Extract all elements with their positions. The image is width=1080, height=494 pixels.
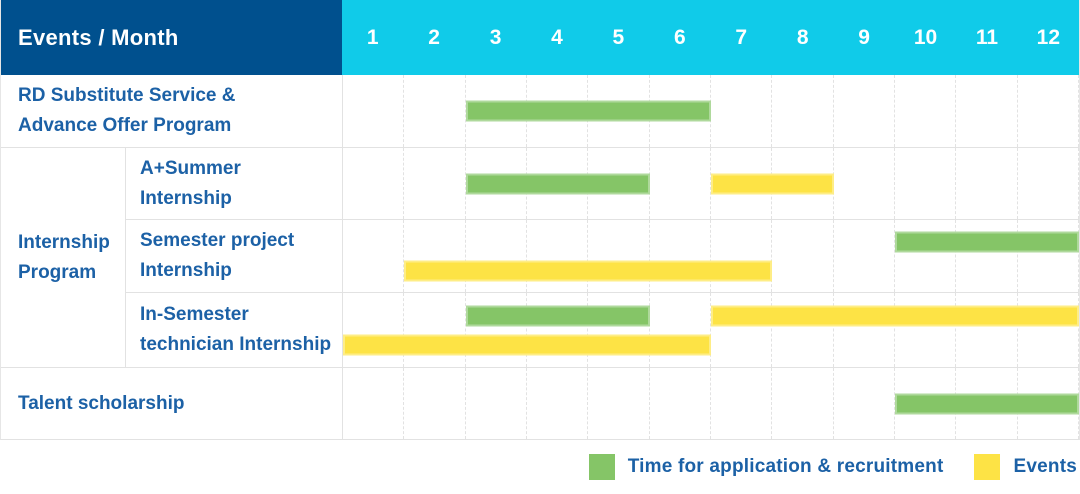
month-gridline-cell bbox=[772, 293, 834, 367]
month-gridline-cell bbox=[895, 148, 957, 219]
month-label: 6 bbox=[673, 25, 686, 49]
month-gridline-cell bbox=[834, 75, 895, 147]
row-label-talent-scholarship: Talent scholarship bbox=[1, 368, 342, 440]
month-gridline-cell bbox=[404, 368, 466, 439]
month-gridline-cell bbox=[527, 293, 589, 367]
month-gridline-cell bbox=[956, 75, 1018, 147]
month-gridline-cell bbox=[956, 148, 1018, 219]
month-gridline-cell bbox=[711, 75, 773, 147]
month-gridline-cell bbox=[343, 75, 405, 147]
month-gridline-cell bbox=[1018, 293, 1079, 367]
month-gridline-cell bbox=[588, 368, 650, 439]
month-gridline-cell bbox=[772, 75, 834, 147]
month-gridline-cell bbox=[343, 220, 405, 292]
month-gridline-cell bbox=[956, 220, 1018, 292]
chart-row-a-plus-summer bbox=[342, 148, 1079, 220]
row-label-in-semester-technician: In-Semester technician Internship bbox=[125, 293, 342, 368]
gantt-bar-yellow bbox=[343, 334, 711, 356]
legend-label-events: Events bbox=[1013, 456, 1077, 477]
month-gridline-cell bbox=[711, 220, 773, 292]
month-label: 10 bbox=[913, 25, 938, 49]
month-gridline-cell bbox=[466, 293, 527, 367]
chart-row-in-semester-technician bbox=[342, 293, 1079, 368]
month-gridline-cell bbox=[772, 368, 834, 439]
chart-row-semester-project bbox=[342, 220, 1079, 293]
month-gridline-cell bbox=[711, 368, 773, 439]
month-gridline-cell bbox=[956, 293, 1018, 367]
month-gridline-cell bbox=[588, 293, 650, 367]
row-label-a-plus-summer: A+Summer Internship bbox=[125, 148, 342, 220]
month-gridline-cell bbox=[404, 220, 466, 292]
gantt-bar-green bbox=[465, 100, 711, 122]
month-gridline-cell bbox=[834, 293, 895, 367]
month-gridline-cell bbox=[588, 220, 650, 292]
month-gridline-cell bbox=[895, 293, 957, 367]
gantt-bar-green bbox=[465, 173, 650, 194]
month-gridline-cell bbox=[1018, 220, 1079, 292]
header-events-month: Events / Month bbox=[1, 0, 342, 75]
legend-item-application-recruitment: Time for application & recruitment bbox=[588, 454, 944, 480]
month-gridline-cell bbox=[650, 368, 711, 439]
row-label-rd-substitute: RD Substitute Service & Advance Offer Pr… bbox=[1, 75, 342, 148]
legend-item-events: Events bbox=[974, 454, 1077, 480]
header-events-month-label: Events / Month bbox=[18, 24, 179, 50]
row-label-semester-project: Semester project Internship bbox=[125, 220, 342, 293]
month-label: 9 bbox=[858, 25, 870, 49]
month-gridline-cell bbox=[834, 368, 895, 439]
month-gridline-cell bbox=[711, 293, 773, 367]
month-gridline-cell bbox=[895, 75, 957, 147]
chart-row-rd-substitute bbox=[342, 75, 1079, 148]
chart-row-talent-scholarship bbox=[342, 368, 1079, 440]
month-label: 11 bbox=[975, 25, 999, 49]
month-label: 8 bbox=[796, 25, 809, 49]
group-label-internship-program: Internship Program bbox=[1, 148, 125, 368]
month-gridline-cell bbox=[466, 368, 527, 439]
month-label: 5 bbox=[612, 25, 625, 49]
month-gridline-cell bbox=[1018, 148, 1079, 219]
month-label: 1 bbox=[366, 25, 379, 49]
month-gridline-cell bbox=[650, 293, 711, 367]
month-label: 2 bbox=[428, 25, 440, 49]
month-gridline-cell bbox=[343, 148, 405, 219]
gantt-bar-yellow bbox=[404, 260, 773, 282]
month-gridline-cell bbox=[343, 368, 405, 439]
month-header: 1 2 3 4 5 6 7 8 9 10 11 12 bbox=[342, 0, 1079, 75]
month-gridline-cell bbox=[466, 220, 527, 292]
month-gridline-cell bbox=[527, 220, 589, 292]
month-gridline-cell bbox=[772, 220, 834, 292]
month-gridline-cell bbox=[834, 220, 895, 292]
month-gridline-cell bbox=[650, 148, 711, 219]
month-gridline-cell bbox=[404, 75, 466, 147]
month-label: 7 bbox=[735, 25, 748, 49]
legend-label-application-recruitment: Time for application & recruitment bbox=[627, 456, 944, 477]
month-gridline-cell bbox=[834, 148, 895, 219]
month-gridline-cell bbox=[404, 293, 466, 367]
month-gridline-cell bbox=[895, 220, 957, 292]
month-gridline-cell bbox=[343, 293, 405, 367]
green-swatch-icon bbox=[588, 454, 615, 480]
gantt-bar-green bbox=[465, 305, 650, 327]
month-label: 4 bbox=[551, 25, 563, 49]
yellow-swatch-icon bbox=[974, 454, 1001, 480]
month-gridline-cell bbox=[404, 148, 466, 219]
gantt-bar-yellow bbox=[711, 305, 1079, 327]
gantt-bar-yellow bbox=[711, 173, 834, 194]
month-gridline-cell bbox=[650, 220, 711, 292]
month-gridline-cell bbox=[527, 368, 589, 439]
month-label: 12 bbox=[1036, 25, 1061, 49]
events-month-gantt-table: Events / Month 1 2 3 4 5 6 7 8 9 10 11 12 RD Substi… bbox=[0, 0, 1080, 440]
gantt-bar-green bbox=[895, 393, 1079, 414]
month-label: 3 bbox=[489, 25, 502, 49]
legend: Time for application & recruitment Event… bbox=[0, 440, 1080, 494]
month-gridline-cell bbox=[1018, 75, 1079, 147]
gantt-bar-green bbox=[895, 231, 1079, 253]
